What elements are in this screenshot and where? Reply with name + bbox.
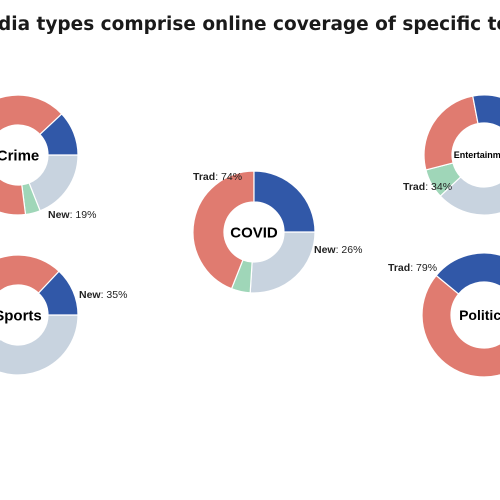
center-label-crime: Crime bbox=[0, 147, 39, 164]
donut-politics: Politics Trad: 79% bbox=[388, 252, 500, 378]
center-label-sports: Sports bbox=[0, 307, 42, 324]
slice-politics-trad bbox=[421, 274, 500, 378]
slice-sports-trad bbox=[0, 254, 60, 294]
data-label-politics-trad: Trad: 79% bbox=[388, 262, 437, 274]
center-label-politics: Politics bbox=[459, 307, 500, 323]
donut-crime: Crime New: 19% bbox=[0, 94, 96, 221]
center-label-entertainment: Entertainment bbox=[454, 150, 500, 160]
slice-sports-new bbox=[0, 314, 79, 376]
slice-crime-trad bbox=[0, 94, 63, 216]
slice-politics-blue bbox=[435, 252, 500, 295]
slice-entertainment-new bbox=[439, 176, 500, 216]
donut-sports: Sports New: 35% bbox=[0, 254, 127, 376]
chart-title: dia types comprise online coverage of sp… bbox=[0, 14, 500, 35]
slice-entertainment-blue bbox=[472, 94, 500, 129]
slice-crime-blue bbox=[39, 113, 79, 156]
data-label-entertainment-trad: Trad: 34% bbox=[403, 181, 452, 193]
slice-sports-blue bbox=[37, 270, 79, 316]
slice-covid-blue bbox=[253, 170, 316, 233]
donut-entertainment: Entertainment Trad: 34% bbox=[403, 94, 500, 216]
data-label-sports-new: New: 35% bbox=[79, 289, 127, 301]
data-label-covid-new: New: 26% bbox=[314, 244, 362, 256]
slice-covid-trad bbox=[192, 170, 255, 290]
data-label-covid-trad: Trad: 74% bbox=[193, 171, 242, 183]
donut-covid: COVID Trad: 74% New: 26% bbox=[192, 170, 362, 294]
data-label-crime-new: New: 19% bbox=[48, 209, 96, 221]
slice-covid-new bbox=[249, 231, 316, 294]
center-label-covid: COVID bbox=[230, 224, 278, 241]
